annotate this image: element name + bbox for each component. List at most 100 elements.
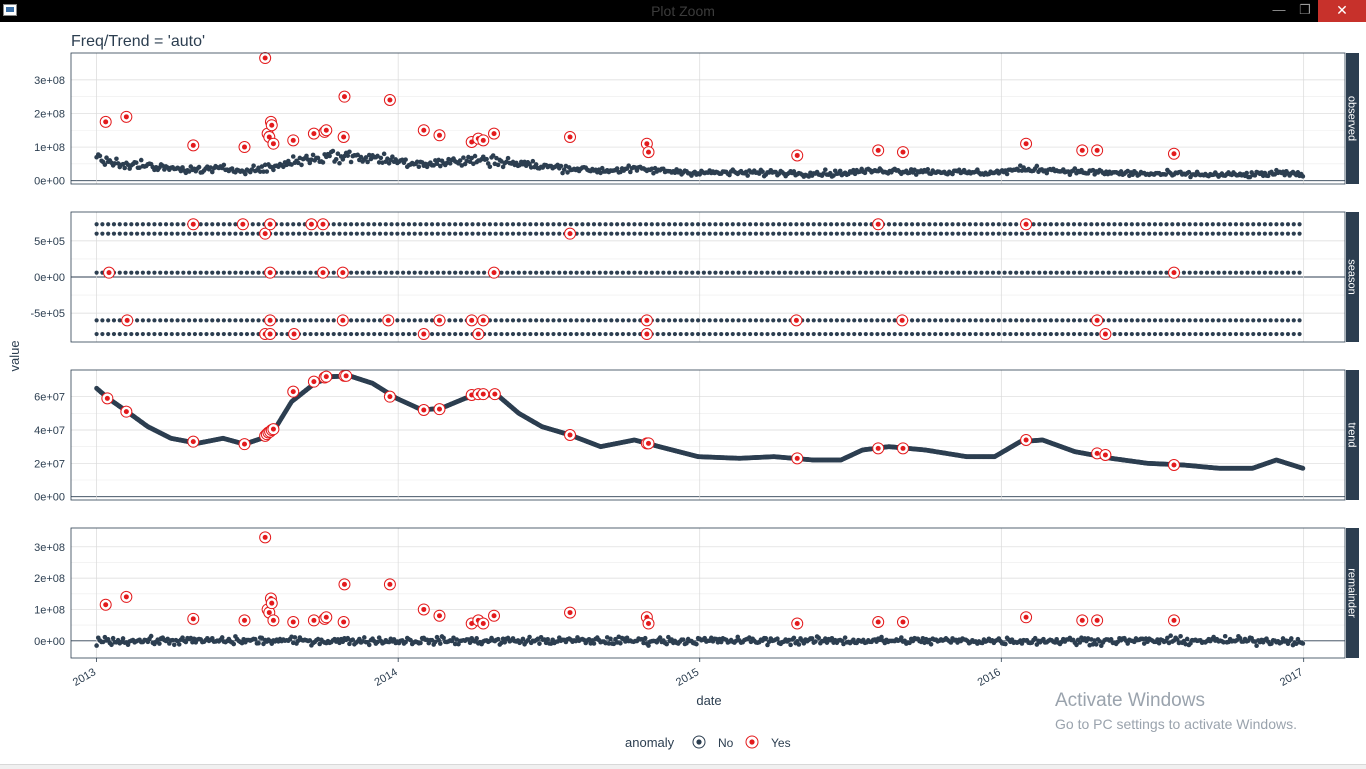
season-point [840, 318, 845, 323]
season-point [933, 331, 938, 337]
season-point [360, 331, 365, 337]
season-point [1008, 270, 1013, 275]
anomaly-point [323, 614, 329, 620]
season-point [291, 270, 296, 275]
season-point [574, 331, 579, 337]
y-tick-label: 2e+07 [34, 458, 65, 470]
data-point [745, 173, 750, 178]
season-point [724, 222, 730, 227]
maximize-button[interactable]: ❐ [1299, 2, 1311, 17]
season-point [187, 318, 192, 323]
season-point [1193, 222, 1198, 227]
data-point [1300, 641, 1306, 646]
season-point [383, 331, 388, 337]
season-point [1291, 222, 1296, 227]
season-point [198, 222, 203, 227]
season-point [1019, 331, 1025, 337]
data-point [183, 639, 189, 645]
season-point [748, 331, 753, 337]
data-point [357, 636, 362, 642]
season-point [1066, 231, 1071, 236]
anomaly-point [900, 619, 906, 625]
data-point [558, 163, 564, 169]
season-point [909, 222, 915, 227]
anomaly-point [106, 270, 112, 276]
season-point [1274, 222, 1279, 227]
season-point [1176, 318, 1181, 323]
season-point [938, 231, 944, 236]
season-point [1025, 318, 1030, 323]
season-point [239, 331, 244, 337]
season-point [591, 318, 597, 323]
season-point [534, 331, 539, 337]
season-point [580, 222, 585, 227]
data-point [441, 635, 446, 641]
season-point [545, 318, 550, 323]
season-point [163, 222, 169, 227]
season-point [1170, 318, 1175, 323]
minimize-button[interactable]: — [1272, 2, 1286, 17]
season-point [1216, 222, 1221, 227]
season-point [719, 270, 724, 275]
season-point [435, 231, 440, 236]
window-titlebar: Plot Zoom — ❐ ✕ [0, 0, 1366, 22]
season-point [175, 318, 180, 323]
data-point [796, 642, 802, 647]
season-point [927, 231, 932, 236]
season-point [458, 331, 464, 337]
season-point [1014, 331, 1019, 337]
legend-key-yes [745, 735, 759, 749]
season-point [852, 331, 857, 337]
season-point [250, 222, 255, 227]
season-point [1077, 331, 1082, 337]
season-point [626, 318, 631, 323]
season-point [562, 331, 568, 337]
season-point [632, 331, 637, 337]
season-point [534, 318, 539, 323]
season-point [1176, 222, 1181, 227]
season-point [788, 231, 793, 236]
data-point [307, 638, 313, 643]
season-point [1291, 231, 1296, 236]
season-point [1187, 331, 1192, 337]
x-tick-label: 2013 [71, 666, 98, 689]
season-point [1158, 222, 1163, 227]
season-point [794, 222, 799, 227]
data-point [317, 641, 322, 647]
season-point [146, 222, 151, 227]
season-point [308, 318, 313, 323]
season-point [360, 270, 365, 275]
anomaly-points [103, 218, 1180, 341]
data-point [190, 639, 195, 645]
season-point [458, 270, 464, 275]
season-point [1239, 318, 1244, 323]
y-tick-label: 2e+08 [34, 108, 65, 120]
season-point [649, 231, 654, 236]
season-point [736, 231, 741, 236]
season-point [1210, 318, 1215, 323]
season-point [875, 331, 880, 337]
window-bottom-edge [0, 764, 1366, 769]
season-point [834, 318, 839, 323]
season-point [1123, 331, 1129, 337]
season-point [1199, 270, 1204, 275]
close-button[interactable]: ✕ [1318, 0, 1366, 22]
season-point [759, 222, 764, 227]
season-point [343, 331, 348, 337]
season-point [638, 231, 643, 236]
panel-border [70, 211, 1346, 343]
app-icon [3, 4, 17, 16]
season-point [985, 270, 990, 275]
season-point [782, 222, 787, 227]
season-point [661, 331, 666, 337]
season-point [892, 331, 897, 337]
season-point [1135, 270, 1140, 275]
season-point [233, 222, 238, 227]
data-point [727, 172, 732, 178]
season-point [1297, 231, 1302, 236]
season-point [447, 270, 452, 275]
season-point [661, 270, 666, 275]
season-point [505, 222, 510, 227]
season-point [534, 231, 539, 236]
season-point [609, 231, 614, 236]
